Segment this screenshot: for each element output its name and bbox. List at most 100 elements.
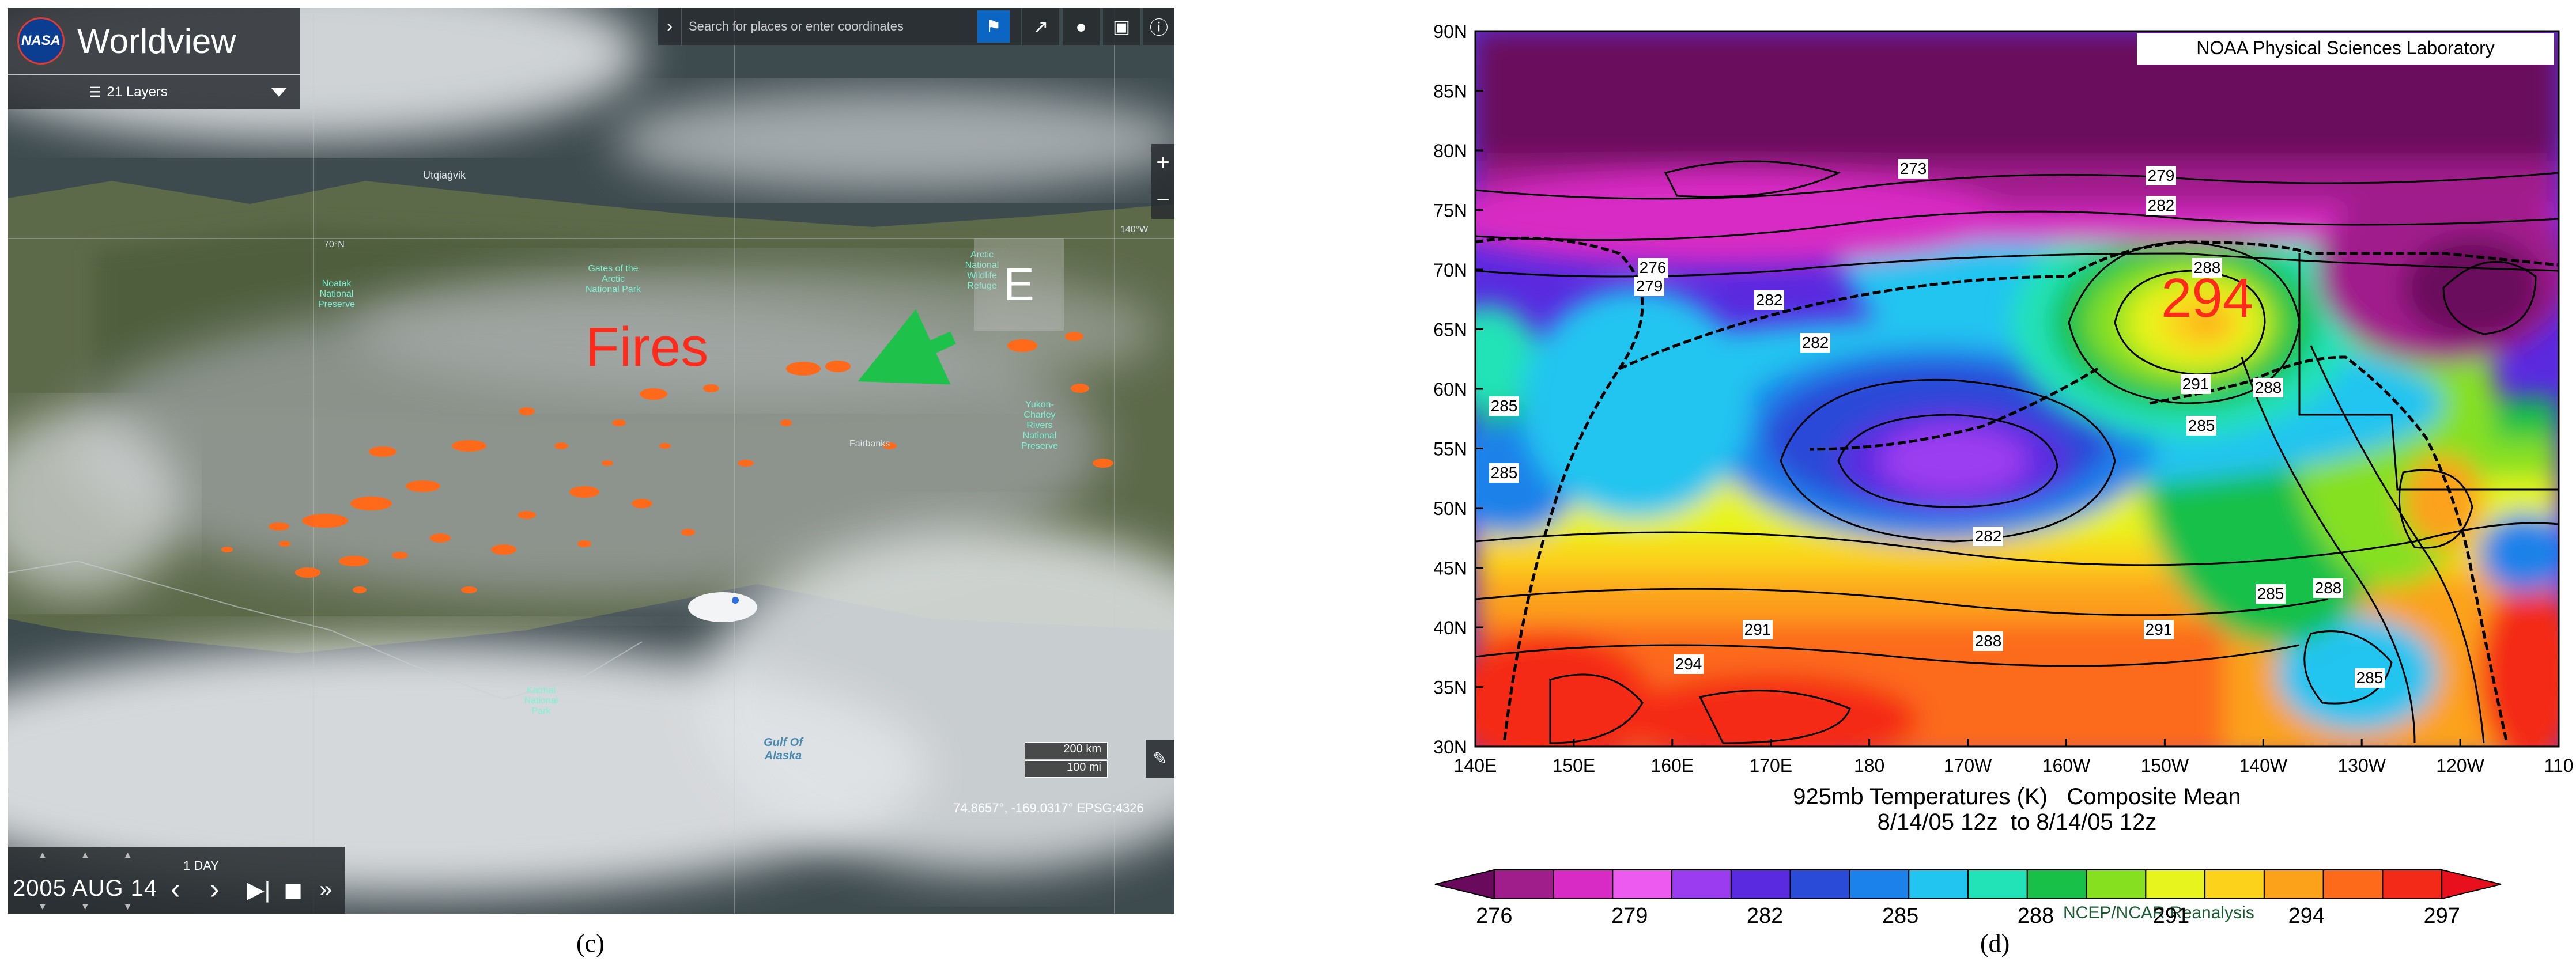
place-label: Yukon-Charley Rivers National Preserve (1021, 400, 1059, 451)
colorbar-label: 282 (1747, 904, 1783, 928)
lat-tick-label: 75N (1433, 200, 1467, 221)
contour-label-bg (2355, 668, 2385, 688)
contour-label: 282 (1802, 334, 1829, 351)
colorbar-segment (1908, 869, 1969, 899)
colorbar-label: 288 (2018, 904, 2054, 928)
date-decrement-arrows[interactable]: ▼▼▼ (38, 902, 166, 912)
chevron-down-icon (271, 88, 287, 97)
colorbar-label: 297 (2424, 904, 2460, 928)
lon-tick-label: 140W (2239, 755, 2287, 776)
chart-subtitle: 8/14/05 12z to 8/14/05 12z (1878, 809, 2157, 835)
cloud-north-east (613, 89, 1174, 192)
contour-label-bg (2181, 374, 2211, 394)
contour-label-bg (2256, 584, 2286, 604)
chart-title: 925mb Temperatures (K) Composite Mean (1793, 784, 2241, 809)
lon-tick-label: 150E (1553, 755, 1596, 776)
colorbar-segment (1493, 869, 1554, 899)
search-input[interactable]: Search for places or enter coordinates (689, 19, 904, 33)
expand-icon[interactable]: › (658, 8, 682, 45)
lon-tick-label: 170W (1944, 755, 1992, 776)
caption-left: (c) (576, 929, 605, 957)
expand-timeline-icon[interactable]: » (319, 877, 333, 902)
jump-to-latest-icon[interactable]: ▶| (247, 877, 271, 903)
contour-label-bg (2144, 620, 2174, 639)
zoom-out-icon[interactable]: − (1156, 187, 1170, 213)
noaa-chart-panel: NOAA Physical Sciences Laboratory 294 NC… (1377, 0, 2576, 933)
zoom-control[interactable]: + − (1151, 144, 1174, 219)
info-icon[interactable]: ⓘ (1143, 8, 1174, 45)
e-annotation-box: E (974, 238, 1064, 331)
contour-label: 276 (1640, 259, 1667, 277)
timeline-control[interactable]: ▲▲▲ 1 DAY 2005 AUG 14 ▼▼▼ ‹ › ▶| ◼ » (8, 847, 345, 914)
lon-tick-label: 120W (2436, 755, 2484, 776)
camera-icon[interactable]: ▣ (1103, 8, 1140, 45)
colorbar-segment (1730, 869, 1791, 899)
contour-label: 282 (1756, 291, 1783, 309)
colorbar-label: 294 (2288, 904, 2325, 928)
lat-tick-label: 30N (1433, 737, 1467, 758)
place-label: Noatak National Preserve (318, 279, 356, 309)
lat-tick-label: 55N (1433, 439, 1467, 460)
colorbar-segment (1612, 869, 1673, 899)
lon-tick-label: 130W (2337, 755, 2386, 776)
contour-label-bg (2313, 578, 2343, 598)
contour-label-bg (1489, 463, 1519, 483)
cloud-west (8, 411, 181, 596)
lat-tick-label: 40N (1433, 618, 1467, 638)
contour-label: 279 (1636, 277, 1663, 295)
zoom-in-icon[interactable]: + (1156, 150, 1170, 175)
date-increment-arrows[interactable]: ▲▲▲ (38, 850, 166, 860)
lon-tick-label: 180 (1854, 755, 1884, 776)
contour-label-bg (1898, 159, 1928, 179)
previous-day-icon[interactable]: ‹ (171, 873, 180, 905)
scale-mi: 100 mi (1025, 760, 1108, 778)
place-label: Gates of the Arctic National Park (585, 264, 641, 294)
colorbar-segment (2204, 869, 2265, 899)
satellite-map[interactable] (8, 8, 1174, 914)
colorbar-segment (2263, 869, 2324, 899)
credit-text: NOAA Physical Sciences Laboratory (2196, 37, 2495, 58)
contour-label-bg (1743, 620, 1773, 639)
search-bar[interactable]: › Search for places or enter coordinates… (658, 8, 1021, 45)
layers-toggle[interactable]: ☰ 21 Layers (8, 75, 300, 109)
next-day-icon[interactable]: › (210, 873, 220, 905)
contour-label-bg (1674, 654, 1704, 674)
fire-markers (221, 332, 1113, 593)
lon-tick-label: 160E (1650, 755, 1694, 776)
fires-annotation: Fires (586, 316, 709, 378)
share-icon[interactable]: ↗ (1022, 8, 1059, 45)
worldview-map-panel[interactable]: Utqiaġvik Gates of the Arctic National P… (8, 8, 1174, 914)
credit-box (2137, 33, 2554, 65)
contour-label: 288 (1975, 632, 2002, 650)
contour-label: 288 (2255, 378, 2282, 396)
layers-icon: ☰ (89, 84, 101, 100)
video-icon[interactable]: ◼ (284, 877, 303, 903)
location-dot (732, 597, 739, 604)
nasa-logo: NASA (17, 17, 65, 65)
contour-label-bg (2186, 416, 2216, 436)
colorbar-labels: 276 279 282 285 288 291 294 297 (1476, 904, 2460, 928)
lat-axis: 90N 85N 80N 75N 70N 65N 60N 55N 50N 45N 40N 35N 30N (1433, 21, 1483, 758)
contour-label: 288 (2315, 579, 2342, 597)
lon-tick-label: 110 (2544, 755, 2573, 776)
lat-tick-label: 50N (1433, 498, 1467, 519)
colorbar-label: 291 (2153, 904, 2189, 928)
contour-label: 285 (2257, 585, 2284, 603)
contour-label-bg (1634, 277, 1664, 296)
lon-axis: 140E 150E 160E 170E 180 170W 160W 150W 140W 130W 1… (1454, 739, 2574, 776)
globe-icon[interactable]: ● (1063, 8, 1100, 45)
contour-label-bg (1638, 258, 1668, 278)
cloud-gulf (8, 642, 930, 895)
interval-label[interactable]: 1 DAY (183, 858, 219, 873)
date-display[interactable]: 2005 AUG 14 (13, 876, 158, 901)
lon-tick-label: 160W (2042, 755, 2091, 776)
lat-tick-label: 85N (1433, 81, 1467, 102)
location-pin-icon[interactable]: ⚑ (977, 10, 1010, 43)
layers-label: 21 Layers (107, 84, 168, 100)
pencil-icon[interactable]: ✎ (1146, 740, 1174, 778)
lon-tick-label: 150W (2141, 755, 2189, 776)
watermark: NCEP/NCAR Reanalysis (2063, 903, 2254, 922)
contour-lines (1475, 160, 2559, 744)
place-label: Gulf Of Alaska (764, 736, 803, 762)
